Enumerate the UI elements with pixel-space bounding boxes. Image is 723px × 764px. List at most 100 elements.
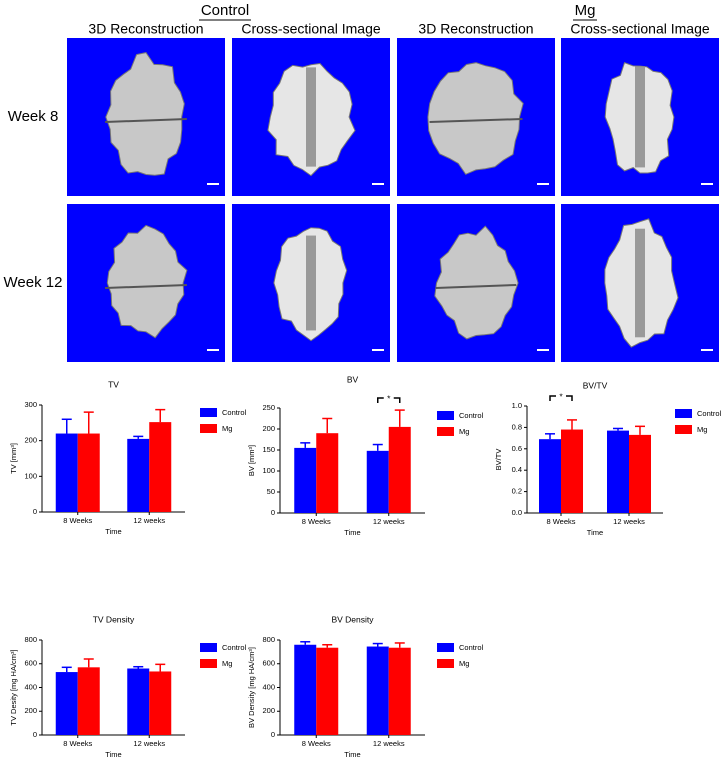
y-axis-label: BV/TV: [494, 449, 503, 471]
x-axis-label: Time: [344, 750, 360, 759]
chart-title: BV: [347, 374, 359, 384]
y-axis-label: TV Desity [mg HA/cm³]: [9, 649, 18, 725]
bone-seam: [105, 284, 187, 289]
bone-seam: [435, 284, 517, 289]
y-tick-label: 0: [33, 507, 37, 516]
y-tick-label: 1.0: [512, 401, 522, 410]
implant-channel: [306, 67, 316, 167]
implant-channel: [635, 228, 645, 338]
x-tick-label: 8 Weeks: [63, 739, 92, 748]
group-title: Control: [201, 2, 249, 19]
bar: [55, 672, 78, 735]
view-title: 3D Reconstruction: [418, 21, 533, 37]
view-title: Cross-sectional Image: [241, 21, 380, 37]
x-tick-label: 8 Weeks: [546, 517, 575, 526]
bar: [127, 668, 150, 735]
legend-label: Mg: [459, 427, 469, 436]
bar: [294, 644, 317, 735]
bar: [294, 447, 317, 513]
y-tick-label: 400: [262, 682, 275, 691]
bar: [629, 434, 651, 513]
legend-label: Control: [459, 643, 484, 652]
legend-swatch: [200, 424, 217, 433]
bar: [561, 429, 583, 513]
legend-label: Mg: [459, 659, 469, 668]
y-tick-label: 0.2: [512, 487, 522, 496]
legend-swatch: [200, 643, 217, 652]
y-tick-label: 800: [24, 635, 37, 644]
significance-label: *: [559, 391, 563, 401]
legend-label: Control: [222, 408, 247, 417]
y-tick-label: 300: [24, 400, 37, 409]
legend-swatch: [437, 659, 454, 668]
y-axis-label: BV Density [mg HA/cm³]: [247, 647, 256, 728]
y-axis-label: TV [mm³]: [9, 443, 18, 474]
legend-label: Mg: [222, 424, 232, 433]
chart-title: TV Density: [93, 614, 135, 624]
x-axis-label: Time: [105, 750, 121, 759]
legend-label: Control: [459, 411, 484, 420]
y-tick-label: 200: [262, 706, 275, 715]
legend-label: Mg: [697, 425, 707, 434]
y-tick-label: 0.8: [512, 422, 522, 431]
bar: [366, 646, 389, 735]
y-tick-label: 0: [271, 730, 275, 739]
legend-swatch: [200, 408, 217, 417]
bar: [77, 433, 100, 512]
x-tick-label: 12 weeks: [373, 517, 405, 526]
bar: [366, 450, 389, 513]
bar: [539, 439, 561, 513]
implant-channel: [635, 66, 645, 168]
bone-seam: [105, 118, 187, 123]
x-tick-label: 12 weeks: [133, 739, 165, 748]
y-tick-label: 0.0: [512, 508, 522, 517]
x-axis-label: Time: [105, 527, 121, 536]
legend-swatch: [437, 427, 454, 436]
y-tick-label: 200: [262, 424, 275, 433]
y-tick-label: 150: [262, 445, 275, 454]
y-axis-label: BV [mm³]: [247, 445, 256, 476]
legend-swatch: [675, 409, 692, 418]
significance-label: *: [387, 393, 391, 403]
legend-label: Mg: [222, 659, 232, 668]
bar: [149, 422, 172, 512]
x-tick-label: 8 Weeks: [302, 739, 331, 748]
bar: [388, 647, 411, 735]
chart-title: BV Density: [331, 614, 374, 624]
bracket-gap: [383, 396, 394, 400]
x-tick-label: 8 Weeks: [302, 517, 331, 526]
y-tick-label: 400: [24, 682, 37, 691]
bar: [388, 426, 411, 513]
y-tick-label: 600: [262, 659, 275, 668]
y-tick-label: 100: [24, 471, 37, 480]
y-tick-label: 100: [262, 466, 275, 475]
x-tick-label: 12 weeks: [133, 516, 165, 525]
y-tick-label: 200: [24, 436, 37, 445]
bar: [316, 647, 339, 735]
chart-title: BV/TV: [583, 380, 608, 390]
row-label: Week 12: [4, 274, 63, 291]
y-tick-label: 0.4: [512, 465, 522, 474]
y-tick-label: 800: [262, 635, 275, 644]
y-tick-label: 0: [33, 730, 37, 739]
bar: [316, 433, 339, 513]
y-tick-label: 200: [24, 706, 37, 715]
row-label: Week 8: [8, 108, 59, 125]
x-axis-label: Time: [344, 528, 360, 537]
legend-swatch: [437, 643, 454, 652]
legend-label: Control: [222, 643, 247, 652]
bone-scan: [106, 224, 188, 339]
view-title: Cross-sectional Image: [570, 21, 709, 37]
view-title: 3D Reconstruction: [88, 21, 203, 37]
y-tick-label: 0: [271, 508, 275, 517]
y-tick-label: 50: [267, 487, 275, 496]
bone-seam: [429, 118, 523, 123]
legend-label: Control: [697, 409, 722, 418]
x-tick-label: 8 Weeks: [63, 516, 92, 525]
y-tick-label: 0.6: [512, 444, 522, 453]
implant-channel: [306, 235, 316, 331]
legend-swatch: [675, 425, 692, 434]
bar: [77, 667, 100, 735]
bar: [55, 433, 78, 512]
x-tick-label: 12 weeks: [373, 739, 405, 748]
